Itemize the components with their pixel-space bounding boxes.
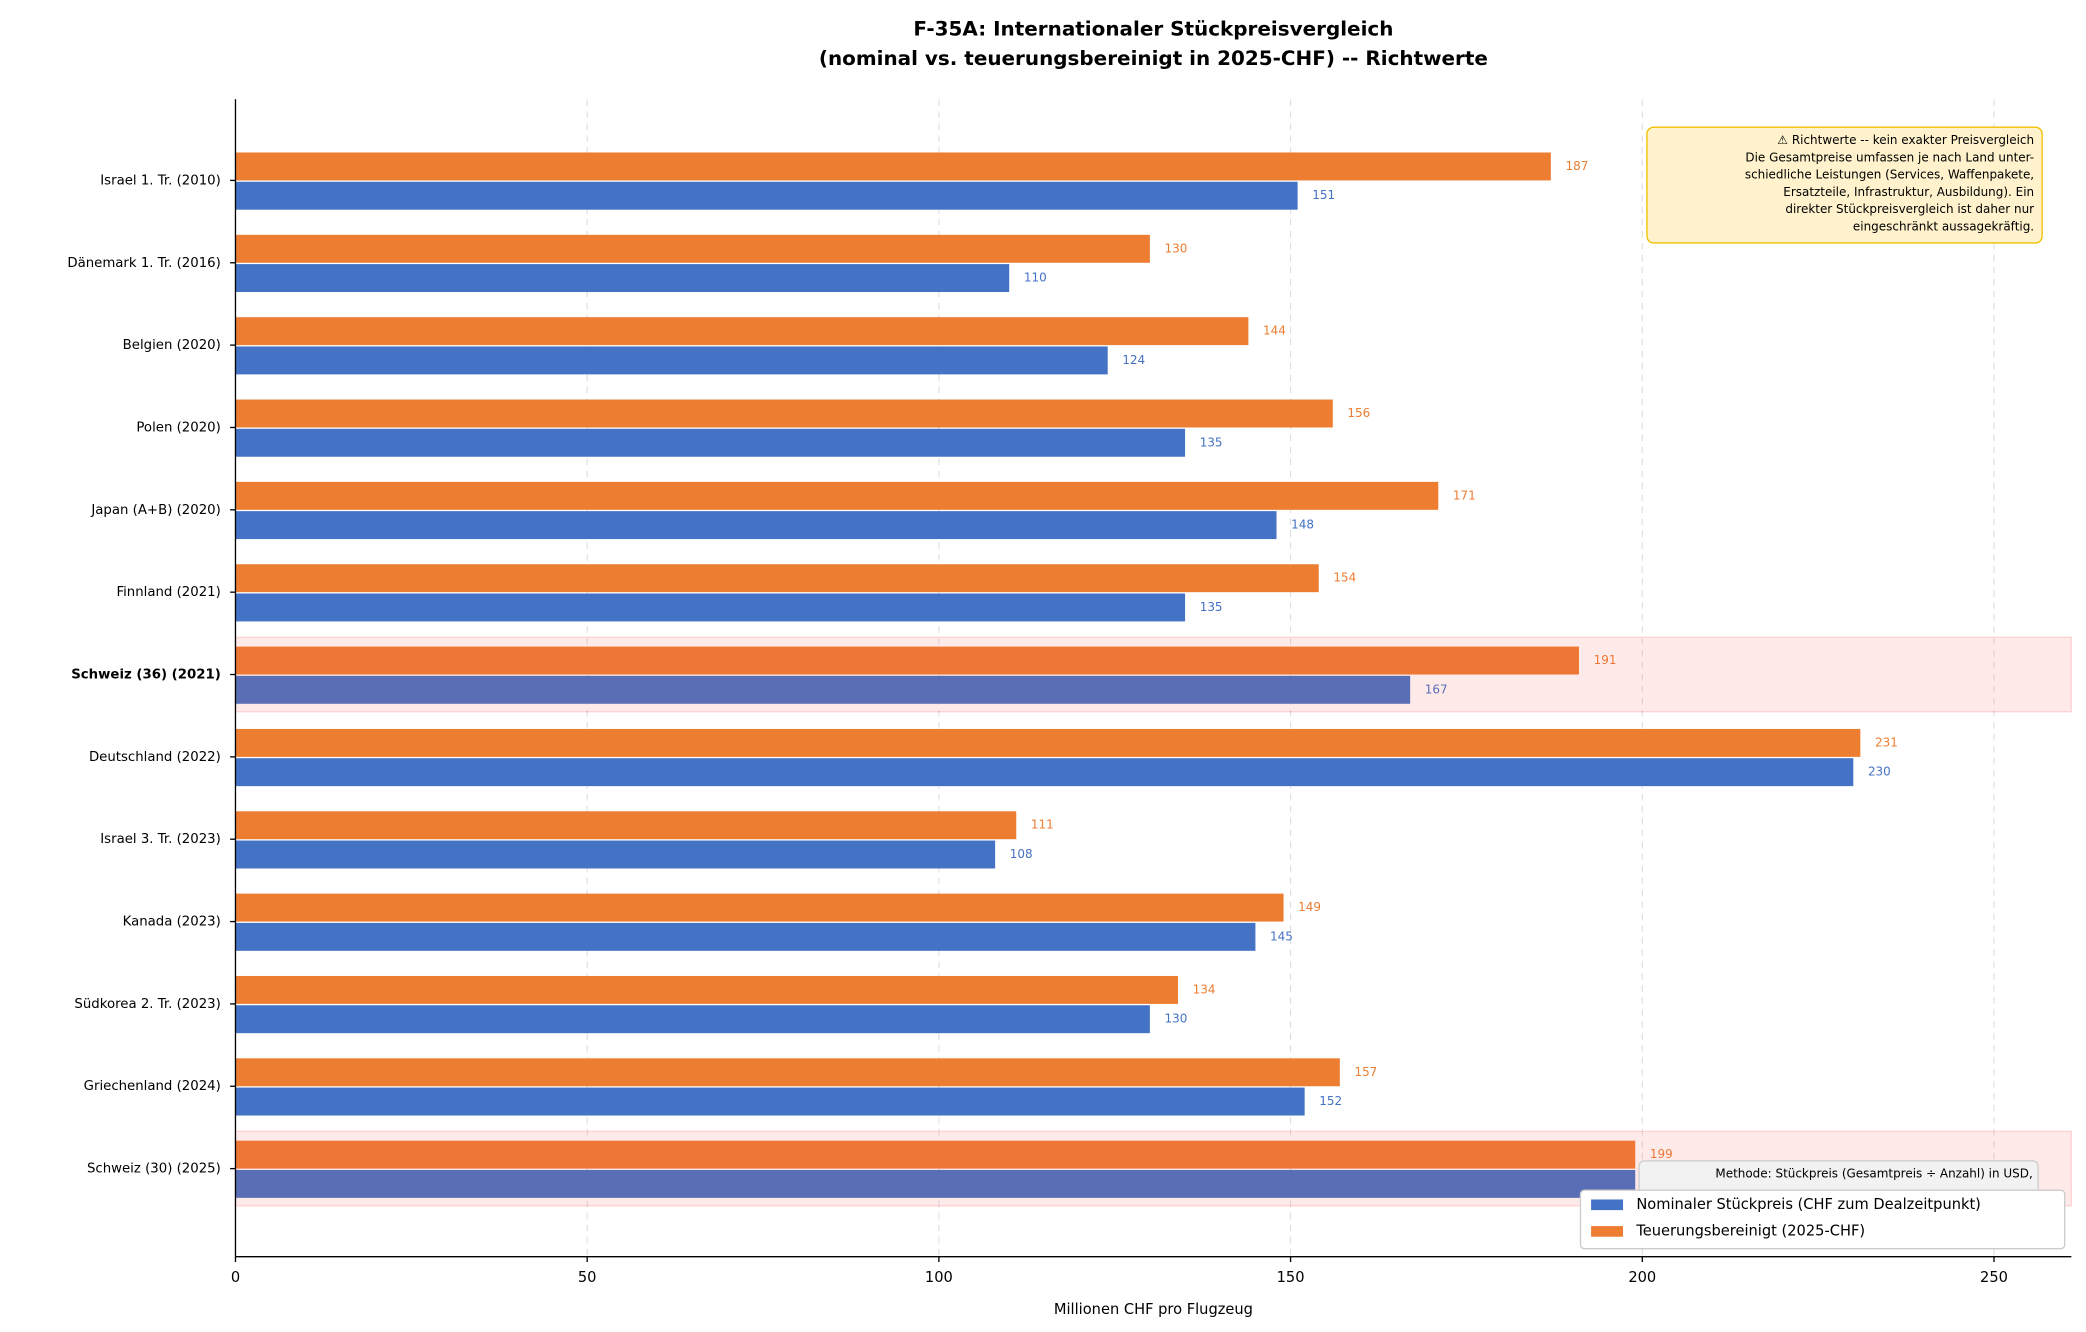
- bar: [235, 728, 1861, 757]
- value-label: 148: [1291, 518, 1314, 532]
- annotation-text: Die Gesamtpreise umfassen je nach Land u…: [1745, 150, 2034, 164]
- value-label: 135: [1200, 435, 1223, 449]
- chart-title: (nominal vs. teuerungsbereinigt in 2025-…: [819, 46, 1488, 70]
- y-tick-label: Dänemark 1. Tr. (2016): [67, 256, 220, 271]
- value-label: 231: [1875, 735, 1898, 749]
- value-label: 154: [1333, 571, 1356, 585]
- bar: [235, 758, 1854, 787]
- y-tick-label: Deutschland (2022): [89, 750, 221, 765]
- value-label: 108: [1010, 847, 1033, 861]
- annotation-text: direkter Stückpreisvergleich ist daher n…: [1785, 202, 2034, 216]
- value-label: 110: [1024, 271, 1047, 285]
- bar: [235, 511, 1277, 540]
- y-tick-label: Schweiz (36) (2021): [71, 668, 221, 683]
- method-note: Methode: Stückpreis (Gesamtpreis ÷ Anzah…: [1715, 1167, 2032, 1181]
- x-tick-label: 50: [578, 1269, 597, 1286]
- bar: [235, 399, 1333, 428]
- annotation-text: eingeschränkt aussagekräftig.: [1853, 219, 2034, 233]
- y-tick-label: Belgien (2020): [123, 338, 221, 353]
- legend-swatch: [1591, 1226, 1624, 1237]
- bar: [235, 346, 1108, 375]
- value-label: 144: [1263, 324, 1286, 338]
- value-label: 199: [1650, 1147, 1673, 1161]
- x-tick-label: 0: [231, 1269, 240, 1286]
- value-label: 149: [1298, 900, 1321, 914]
- bar: [235, 1005, 1150, 1034]
- value-label: 130: [1165, 1012, 1188, 1026]
- value-label: 134: [1193, 982, 1216, 996]
- y-tick-label: Japan (A+B) (2020): [90, 503, 220, 518]
- bar: [235, 675, 1411, 704]
- y-tick-label: Israel 3. Tr. (2023): [100, 832, 221, 847]
- annotation-text: schiedliche Leistungen (Services, Waffen…: [1745, 168, 2034, 182]
- x-tick-label: 200: [1628, 1269, 1656, 1286]
- x-axis-label: Millionen CHF pro Flugzeug: [1054, 1301, 1253, 1318]
- value-label: 171: [1453, 488, 1476, 502]
- value-label: 124: [1122, 353, 1145, 367]
- value-label: 157: [1354, 1065, 1377, 1079]
- value-label: 145: [1270, 929, 1293, 943]
- legend-swatch: [1591, 1199, 1624, 1211]
- bar: [235, 975, 1179, 1004]
- bar: [235, 1140, 1636, 1169]
- bar: [235, 811, 1017, 840]
- bar: [235, 181, 1298, 210]
- x-tick-label: 100: [925, 1269, 953, 1286]
- x-tick-label: 150: [1277, 1269, 1305, 1286]
- bar: [235, 1058, 1340, 1087]
- y-tick-label: Südkorea 2. Tr. (2023): [74, 997, 220, 1012]
- value-label: 187: [1565, 159, 1588, 173]
- bar: [235, 922, 1256, 951]
- value-label: 151: [1312, 188, 1335, 202]
- bar: [235, 564, 1319, 593]
- bar: [235, 317, 1249, 346]
- annotation-text: ⚠ Richtwerte -- kein exakter Preisvergle…: [1777, 133, 2034, 147]
- bar: [235, 264, 1010, 293]
- highlight-band: [234, 636, 2073, 713]
- value-label: 111: [1031, 818, 1054, 832]
- legend-label: Teuerungsbereinigt (2025-CHF): [1635, 1222, 1865, 1239]
- bar: [235, 481, 1439, 510]
- y-tick-label: Israel 1. Tr. (2010): [100, 173, 221, 188]
- value-label: 167: [1425, 682, 1448, 696]
- value-label: 152: [1319, 1094, 1342, 1108]
- bar: [235, 152, 1551, 181]
- x-tick-label: 250: [1980, 1269, 2008, 1286]
- bar: [235, 646, 1579, 675]
- bar: [235, 593, 1186, 622]
- bar: [235, 428, 1186, 457]
- y-tick-label: Schweiz (30) (2025): [87, 1162, 221, 1177]
- bar: [235, 234, 1150, 263]
- annotation-text: Ersatzteile, Infrastruktur, Ausbildung).…: [1783, 185, 2034, 199]
- y-tick-label: Finnland (2021): [116, 585, 220, 600]
- y-tick-label: Kanada (2023): [123, 915, 221, 930]
- y-tick-label: Griechenland (2024): [84, 1079, 221, 1094]
- annotation-box: [1646, 126, 2043, 244]
- bar: [235, 893, 1284, 922]
- value-label: 230: [1868, 765, 1891, 779]
- bar: [235, 840, 996, 869]
- bar: [235, 1169, 1636, 1198]
- value-label: 191: [1594, 653, 1617, 667]
- value-label: 135: [1200, 600, 1223, 614]
- value-label: 156: [1347, 406, 1370, 420]
- chart-title: F-35A: Internationaler Stückpreisverglei…: [913, 17, 1393, 41]
- legend-box: [1579, 1189, 2066, 1250]
- value-label: 130: [1165, 241, 1188, 255]
- legend-label: Nominaler Stückpreis (CHF zum Dealzeitpu…: [1636, 1196, 1981, 1213]
- y-tick-label: Polen (2020): [136, 420, 220, 435]
- bar: [235, 1087, 1305, 1116]
